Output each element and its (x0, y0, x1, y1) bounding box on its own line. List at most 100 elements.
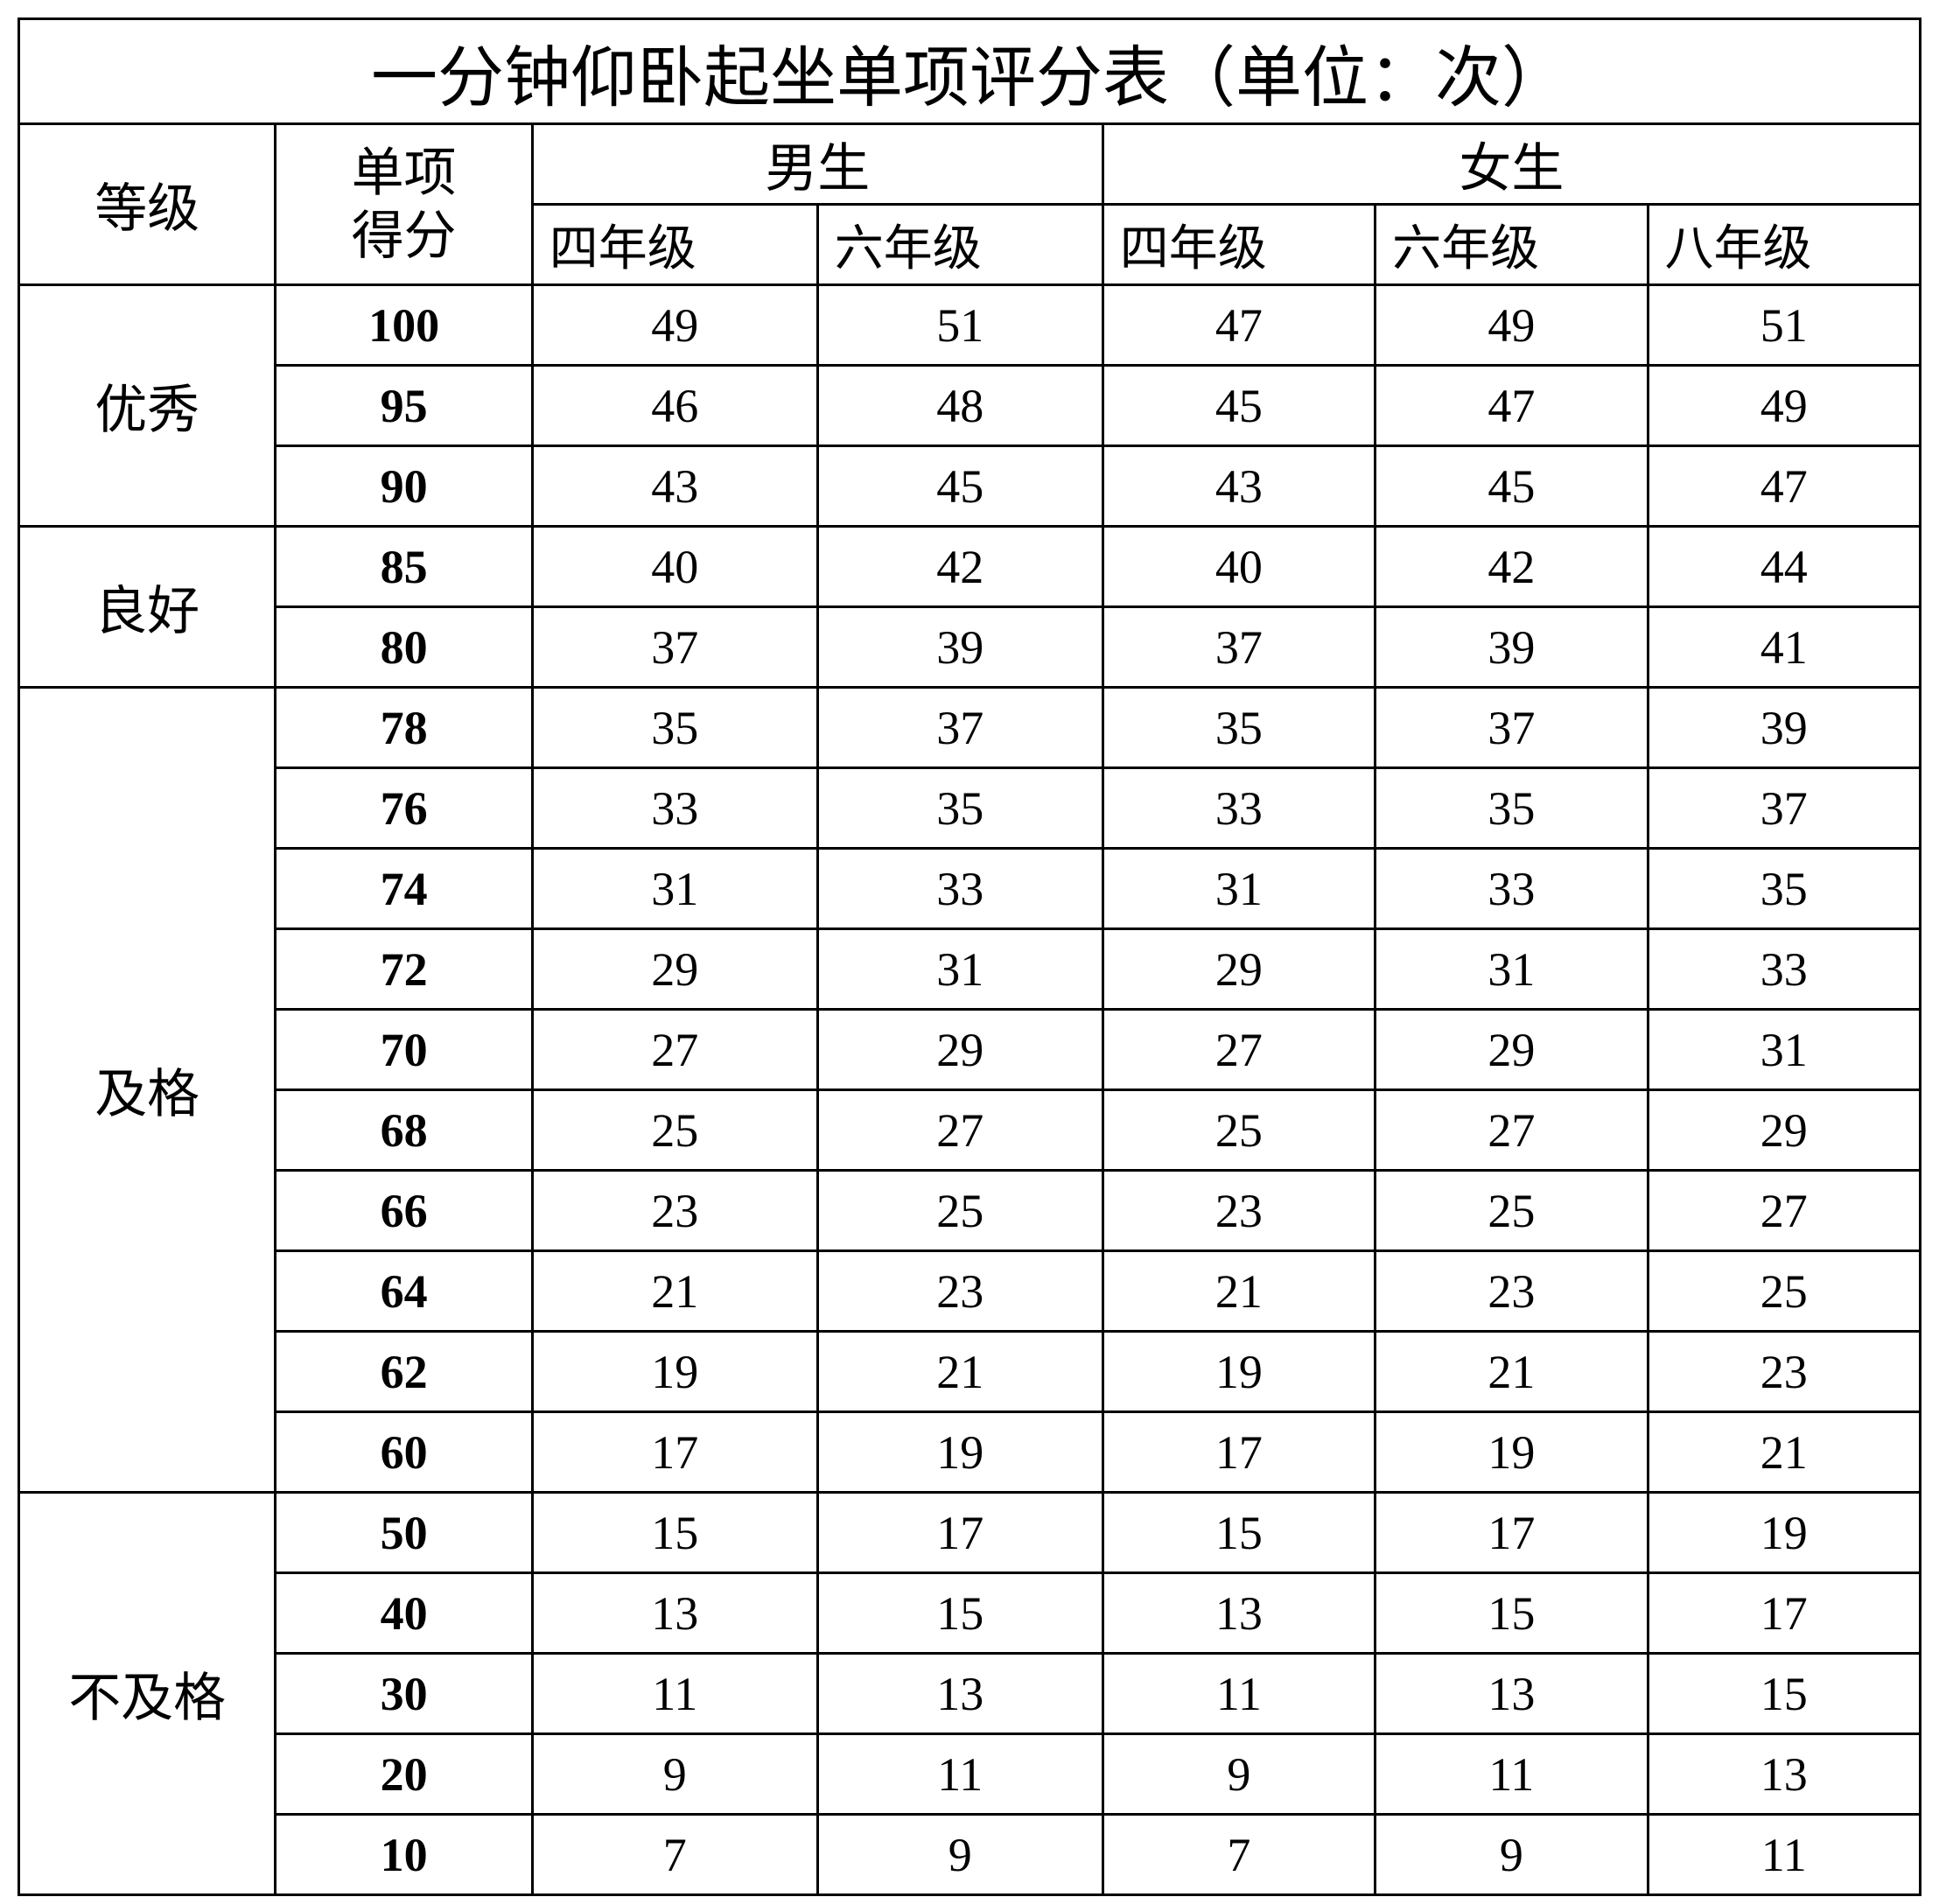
score-cell: 66 (276, 1171, 532, 1251)
value-cell: 13 (1648, 1734, 1920, 1815)
score-cell: 20 (276, 1734, 532, 1815)
value-cell: 48 (817, 366, 1102, 446)
header-row-1: 等级 单项得分 男生 女生 (19, 124, 1921, 205)
value-cell: 11 (1648, 1815, 1920, 1895)
value-cell: 25 (1648, 1251, 1920, 1332)
value-cell: 15 (532, 1493, 817, 1573)
table-body: 一分钟仰卧起坐单项评分表（单位：次） 等级 单项得分 男生 女生 四年级 六年级… (19, 19, 1921, 1895)
header-male: 男生 (532, 124, 1102, 205)
table-row: 301113111315 (19, 1654, 1921, 1734)
value-cell: 19 (532, 1332, 817, 1412)
value-cell: 21 (1376, 1332, 1648, 1412)
table-row: 不及格501517151719 (19, 1493, 1921, 1573)
value-cell: 27 (1648, 1171, 1920, 1251)
value-cell: 7 (1102, 1815, 1375, 1895)
value-cell: 15 (1376, 1573, 1648, 1654)
value-cell: 33 (817, 849, 1102, 929)
value-cell: 35 (1102, 688, 1375, 768)
level-cell: 良好 (19, 527, 276, 688)
score-cell: 85 (276, 527, 532, 607)
level-cell: 优秀 (19, 285, 276, 527)
value-cell: 17 (1102, 1412, 1375, 1493)
value-cell: 17 (1376, 1493, 1648, 1573)
table-row: 722931293133 (19, 929, 1921, 1010)
value-cell: 29 (532, 929, 817, 1010)
value-cell: 37 (1648, 768, 1920, 849)
score-cell: 60 (276, 1412, 532, 1493)
score-cell: 78 (276, 688, 532, 768)
header-male-grade4: 四年级 (532, 205, 817, 285)
value-cell: 27 (1376, 1090, 1648, 1171)
value-cell: 29 (817, 1010, 1102, 1090)
value-cell: 44 (1648, 527, 1920, 607)
level-cell: 及格 (19, 688, 276, 1493)
title-row: 一分钟仰卧起坐单项评分表（单位：次） (19, 19, 1921, 124)
value-cell: 13 (817, 1654, 1102, 1734)
value-cell: 33 (1102, 768, 1375, 849)
table-row: 及格783537353739 (19, 688, 1921, 768)
value-cell: 11 (1102, 1654, 1375, 1734)
value-cell: 37 (817, 688, 1102, 768)
header-male-grade6: 六年级 (817, 205, 1102, 285)
value-cell: 49 (1648, 366, 1920, 446)
score-cell: 90 (276, 446, 532, 527)
value-cell: 41 (1648, 607, 1920, 688)
table-row: 601719171921 (19, 1412, 1921, 1493)
score-cell: 10 (276, 1815, 532, 1895)
score-cell: 68 (276, 1090, 532, 1171)
value-cell: 43 (1102, 446, 1375, 527)
value-cell: 31 (1102, 849, 1375, 929)
table-row: 904345434547 (19, 446, 1921, 527)
score-cell: 64 (276, 1251, 532, 1332)
value-cell: 39 (817, 607, 1102, 688)
header-level: 等级 (19, 124, 276, 285)
level-cell: 不及格 (19, 1493, 276, 1895)
score-cell: 50 (276, 1493, 532, 1573)
table-row: 642123212325 (19, 1251, 1921, 1332)
table-row: 682527252729 (19, 1090, 1921, 1171)
value-cell: 35 (817, 768, 1102, 849)
value-cell: 47 (1102, 285, 1375, 366)
score-cell: 74 (276, 849, 532, 929)
value-cell: 31 (1376, 929, 1648, 1010)
value-cell: 51 (1648, 285, 1920, 366)
value-cell: 45 (1376, 446, 1648, 527)
score-cell: 62 (276, 1332, 532, 1412)
table-row: 优秀1004951474951 (19, 285, 1921, 366)
value-cell: 9 (1376, 1815, 1648, 1895)
value-cell: 23 (1376, 1251, 1648, 1332)
value-cell: 11 (817, 1734, 1102, 1815)
value-cell: 17 (817, 1493, 1102, 1573)
value-cell: 35 (1376, 768, 1648, 849)
value-cell: 39 (1376, 607, 1648, 688)
value-cell: 19 (817, 1412, 1102, 1493)
value-cell: 11 (1376, 1734, 1648, 1815)
value-cell: 19 (1102, 1332, 1375, 1412)
value-cell: 27 (817, 1090, 1102, 1171)
value-cell: 13 (1376, 1654, 1648, 1734)
value-cell: 13 (1102, 1573, 1375, 1654)
value-cell: 47 (1648, 446, 1920, 527)
score-cell: 70 (276, 1010, 532, 1090)
score-cell: 30 (276, 1654, 532, 1734)
value-cell: 19 (1376, 1412, 1648, 1493)
value-cell: 31 (532, 849, 817, 929)
value-cell: 49 (532, 285, 817, 366)
value-cell: 17 (532, 1412, 817, 1493)
value-cell: 31 (1648, 1010, 1920, 1090)
header-female: 女生 (1102, 124, 1920, 205)
value-cell: 33 (1648, 929, 1920, 1010)
value-cell: 25 (532, 1090, 817, 1171)
table-row: 10797911 (19, 1815, 1921, 1895)
table-row: 743133313335 (19, 849, 1921, 929)
value-cell: 15 (817, 1573, 1102, 1654)
value-cell: 27 (1102, 1010, 1375, 1090)
value-cell: 35 (1648, 849, 1920, 929)
score-cell: 80 (276, 607, 532, 688)
value-cell: 23 (1648, 1332, 1920, 1412)
value-cell: 29 (1648, 1090, 1920, 1171)
value-cell: 45 (817, 446, 1102, 527)
value-cell: 31 (817, 929, 1102, 1010)
table-row: 401315131517 (19, 1573, 1921, 1654)
value-cell: 9 (532, 1734, 817, 1815)
